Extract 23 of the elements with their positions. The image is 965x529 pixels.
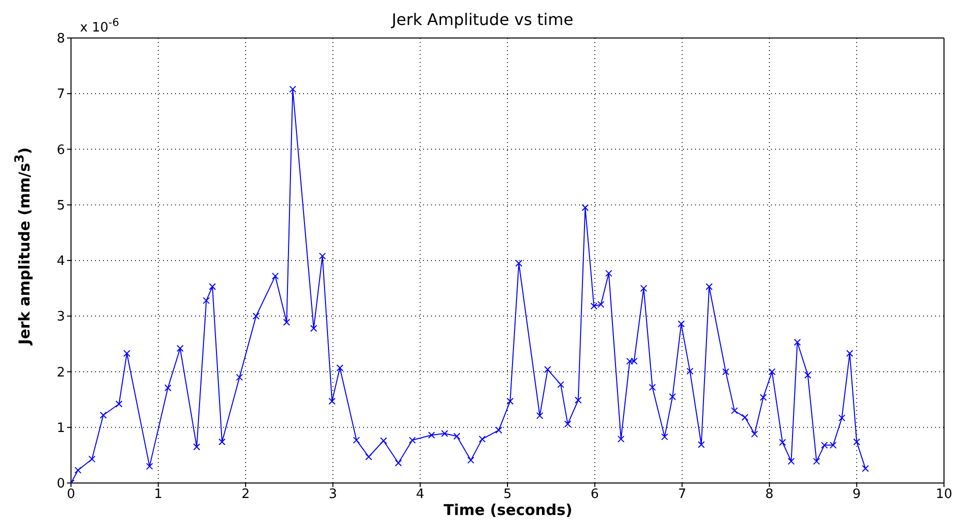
y-tick-label: 2: [56, 365, 65, 380]
x-tick-label: 8: [765, 487, 774, 502]
x-tick-label: 6: [590, 487, 599, 502]
x-tick-label: 2: [241, 487, 250, 502]
x-tick-label: 10: [936, 487, 952, 502]
y-tick-label: 6: [56, 142, 65, 158]
x-axis-title: Time (seconds): [442, 501, 574, 519]
y-tick-label: 5: [56, 198, 65, 214]
y-tick-label: 1: [56, 420, 65, 436]
x-tick-label: 0: [66, 487, 76, 502]
x-tick-label: 7: [678, 487, 686, 502]
y-tick-label: 4: [56, 254, 65, 270]
y-tick-label: 7: [56, 87, 65, 102]
y-tick-label: 8: [56, 32, 65, 47]
chart-title: Jerk Amplitude vs time: [392, 10, 574, 29]
x-tick-label: 5: [503, 487, 512, 502]
x-tick-label: 4: [416, 487, 424, 502]
y-tick-label: 0: [56, 476, 65, 492]
x-tick-label: 9: [852, 487, 861, 502]
y-tick-label: 3: [56, 310, 65, 325]
x-tick-label: 1: [154, 487, 162, 502]
text: x 10$^{-6}$: [80, 16, 120, 36]
x-tick-label: 3: [328, 487, 338, 502]
